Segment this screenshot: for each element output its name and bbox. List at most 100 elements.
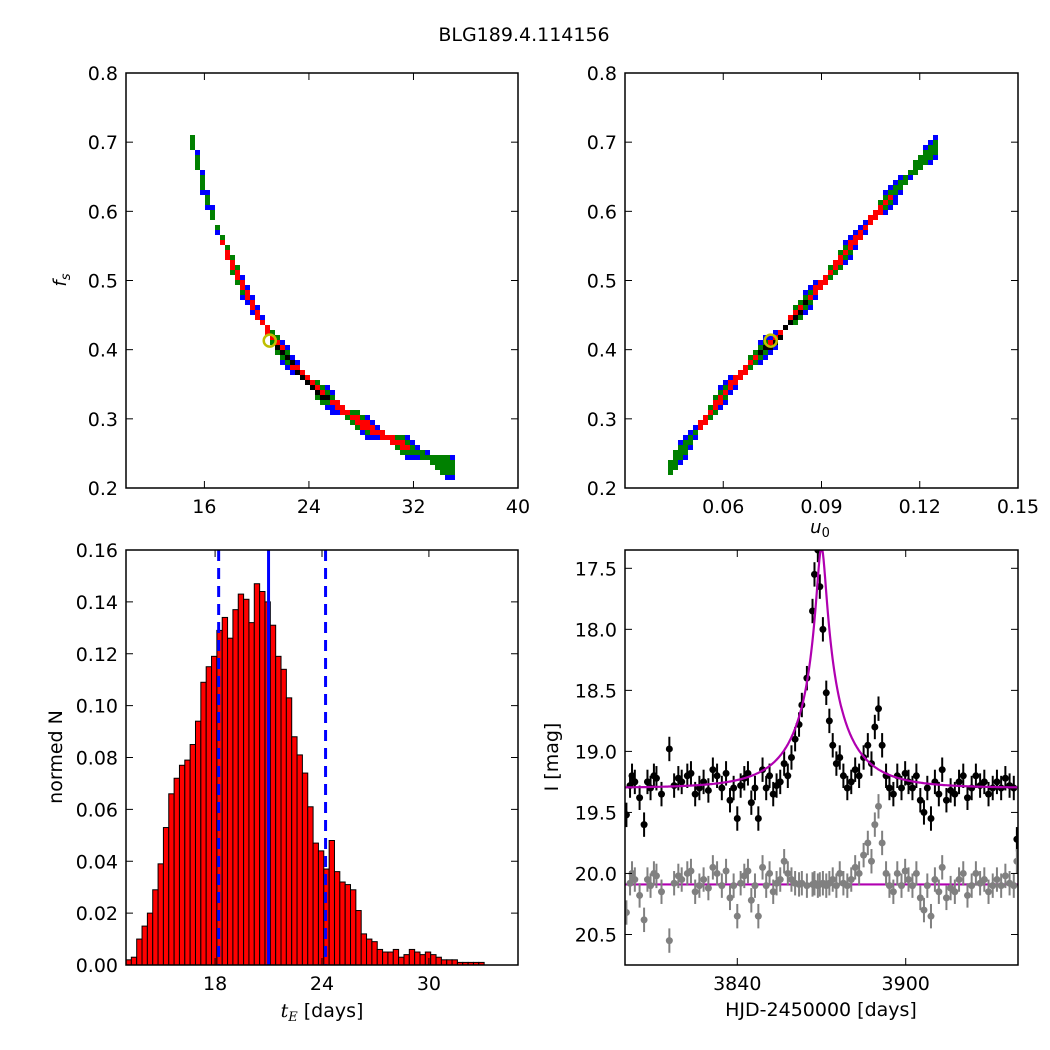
residual-point (1010, 882, 1018, 890)
data-point (985, 790, 993, 798)
density-cell-inner (843, 250, 848, 255)
residual-point (691, 888, 699, 896)
u0-fs-plot-area (668, 135, 938, 475)
residual-point (935, 888, 943, 896)
residual-point (997, 882, 1005, 890)
y-tick-label: 19.0 (575, 741, 617, 763)
data-point (640, 821, 648, 829)
y-tick-label: 0.7 (88, 132, 118, 154)
panel-lightcurve: 3840 3900 17.5 18.0 18.5 19.0 19.5 20.0 20.5 I … (541, 549, 1019, 1021)
density-cell-best (778, 335, 783, 340)
hist-bar (350, 889, 357, 966)
hist-bar (451, 959, 458, 966)
residual-point (730, 882, 738, 890)
residual-point (878, 839, 886, 847)
hist-bar (317, 850, 325, 966)
data-point (959, 772, 967, 780)
hist-bar (408, 948, 416, 966)
density-cell-inner (270, 335, 275, 340)
residual-point (959, 869, 967, 877)
y-tick-label: 0.12 (76, 644, 118, 666)
y-tick-label: 19.5 (575, 802, 617, 824)
density-cell-best (315, 390, 320, 395)
data-point (744, 769, 752, 777)
residual-point (968, 882, 976, 890)
residual-point (762, 882, 770, 890)
residual-point (893, 869, 901, 877)
data-point (822, 689, 830, 697)
density-cell-inner (853, 235, 858, 245)
y-tick-label: 0.04 (76, 851, 118, 873)
residual-point (747, 896, 755, 904)
u0-fs-xlabel: u0 (810, 517, 830, 541)
te-hist-xlabel: tE [days] (281, 1000, 364, 1025)
hist-bar (355, 910, 362, 966)
density-cell-inner (868, 215, 873, 225)
residual-point (920, 906, 928, 914)
density-cell-inner (255, 310, 260, 320)
data-point (747, 799, 755, 807)
x-tick-label: 0.09 (800, 496, 842, 518)
hist-bar (200, 681, 207, 966)
y-tick-label: 0.08 (76, 748, 118, 770)
density-cell-inner (888, 195, 893, 200)
residual-point (843, 882, 851, 890)
data-point (1001, 774, 1009, 782)
residual-point (885, 882, 893, 890)
density-cell-inner (818, 280, 823, 290)
density-cell-inner (405, 445, 410, 450)
density-cell-inner (698, 420, 703, 430)
residual-point (744, 867, 752, 875)
residual-point (923, 882, 931, 890)
residual-point (916, 894, 924, 902)
x-tick-label: 18 (203, 973, 227, 995)
y-tick-label: 0.6 (587, 201, 617, 223)
y-tick-label: 0.10 (76, 696, 118, 718)
residual-point (985, 888, 993, 896)
residual-point (901, 867, 909, 875)
residual-point (871, 821, 879, 829)
te-hist-ylabel: normed N (45, 710, 67, 804)
hist-bar (440, 959, 448, 966)
density-cell-inner (355, 415, 360, 425)
hist-bar (387, 951, 394, 966)
density-cell-inner (380, 430, 385, 440)
residual-point (776, 876, 784, 884)
hist-bar (280, 668, 287, 966)
residual-point (855, 869, 863, 877)
residual-point (927, 912, 935, 920)
density-cell-inner (828, 270, 833, 275)
hist-bar (275, 655, 282, 966)
residual-point (665, 937, 673, 945)
hist-bar (184, 759, 191, 966)
data-point (810, 570, 818, 578)
hist-bar (419, 954, 426, 966)
density-cell-middle (205, 195, 210, 205)
hist-bar (333, 871, 341, 966)
data-point (718, 784, 726, 792)
density-cell-middle (215, 225, 220, 230)
data-point (878, 741, 886, 749)
hist-bar (157, 863, 164, 966)
density-cell-inner (360, 420, 365, 430)
y-tick-label: 0.8 (88, 63, 118, 85)
data-point (855, 772, 863, 780)
residual-point (832, 882, 840, 890)
data-point (819, 625, 827, 633)
residual-point (647, 882, 655, 890)
y-tick-label: 20.0 (575, 863, 617, 885)
data-point (636, 794, 644, 802)
density-cell-inner (250, 300, 255, 310)
residual-point (889, 888, 897, 896)
density-cell-inner (330, 400, 335, 405)
residual-point (751, 882, 759, 890)
residual-point (912, 869, 920, 877)
density-cell-inner (753, 355, 758, 360)
data-point (631, 778, 639, 786)
x-tick-label: 24 (310, 973, 334, 995)
density-cell-middle (190, 135, 195, 150)
data-point (665, 745, 673, 753)
density-cell-inner (743, 365, 748, 375)
data-point (652, 774, 660, 782)
hist-bar (285, 697, 293, 966)
